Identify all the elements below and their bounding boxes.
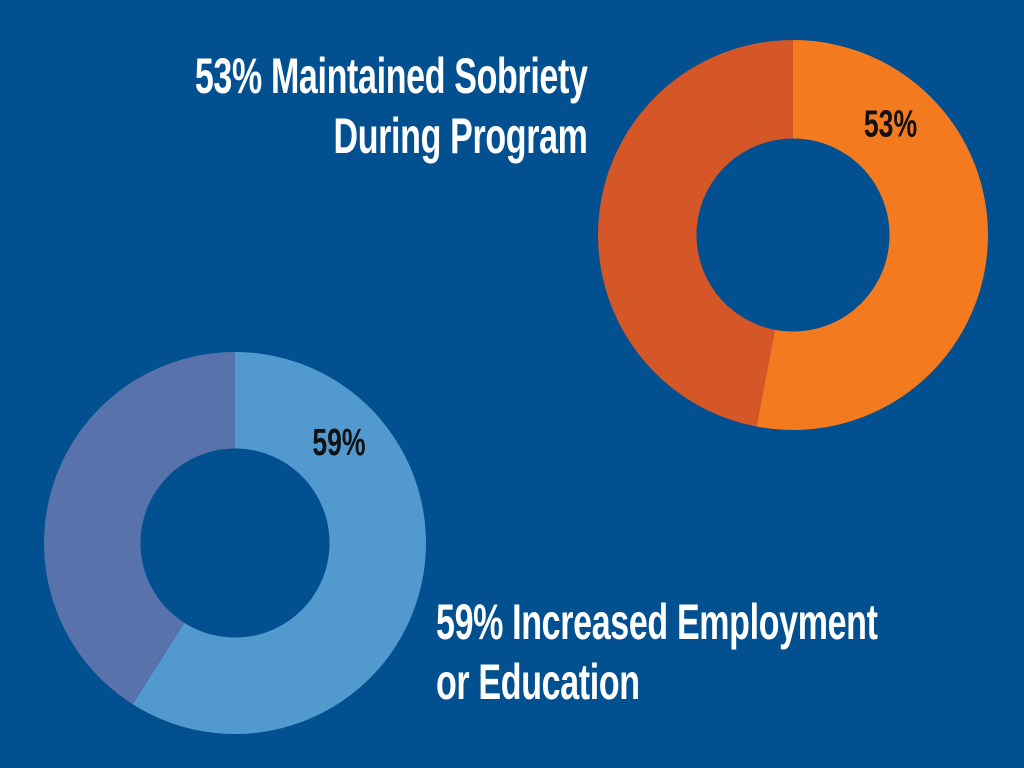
sobriety-slice-0 [756,40,988,430]
sobriety-headline-line-1: 53% Maintained Sobriety [195,48,588,104]
sobriety-donut-chart: 53% [597,40,988,430]
sobriety-headline: 53% Maintained Sobriety During Program [195,46,588,166]
employment-slice-1 [43,352,235,705]
employment-donut-chart: 59% [43,352,427,734]
employment-slice-0 [132,352,427,734]
sobriety-headline-line-2: During Program [333,108,588,164]
employment-data-label: 59% [312,420,365,463]
employment-headline-line-1: 59% Increased Employment [436,594,878,650]
sobriety-slice-1 [597,40,793,427]
sobriety-data-label: 53% [864,102,917,145]
employment-headline: 59% Increased Employment or Education [436,592,878,712]
employment-headline-line-2: or Education [436,654,640,710]
